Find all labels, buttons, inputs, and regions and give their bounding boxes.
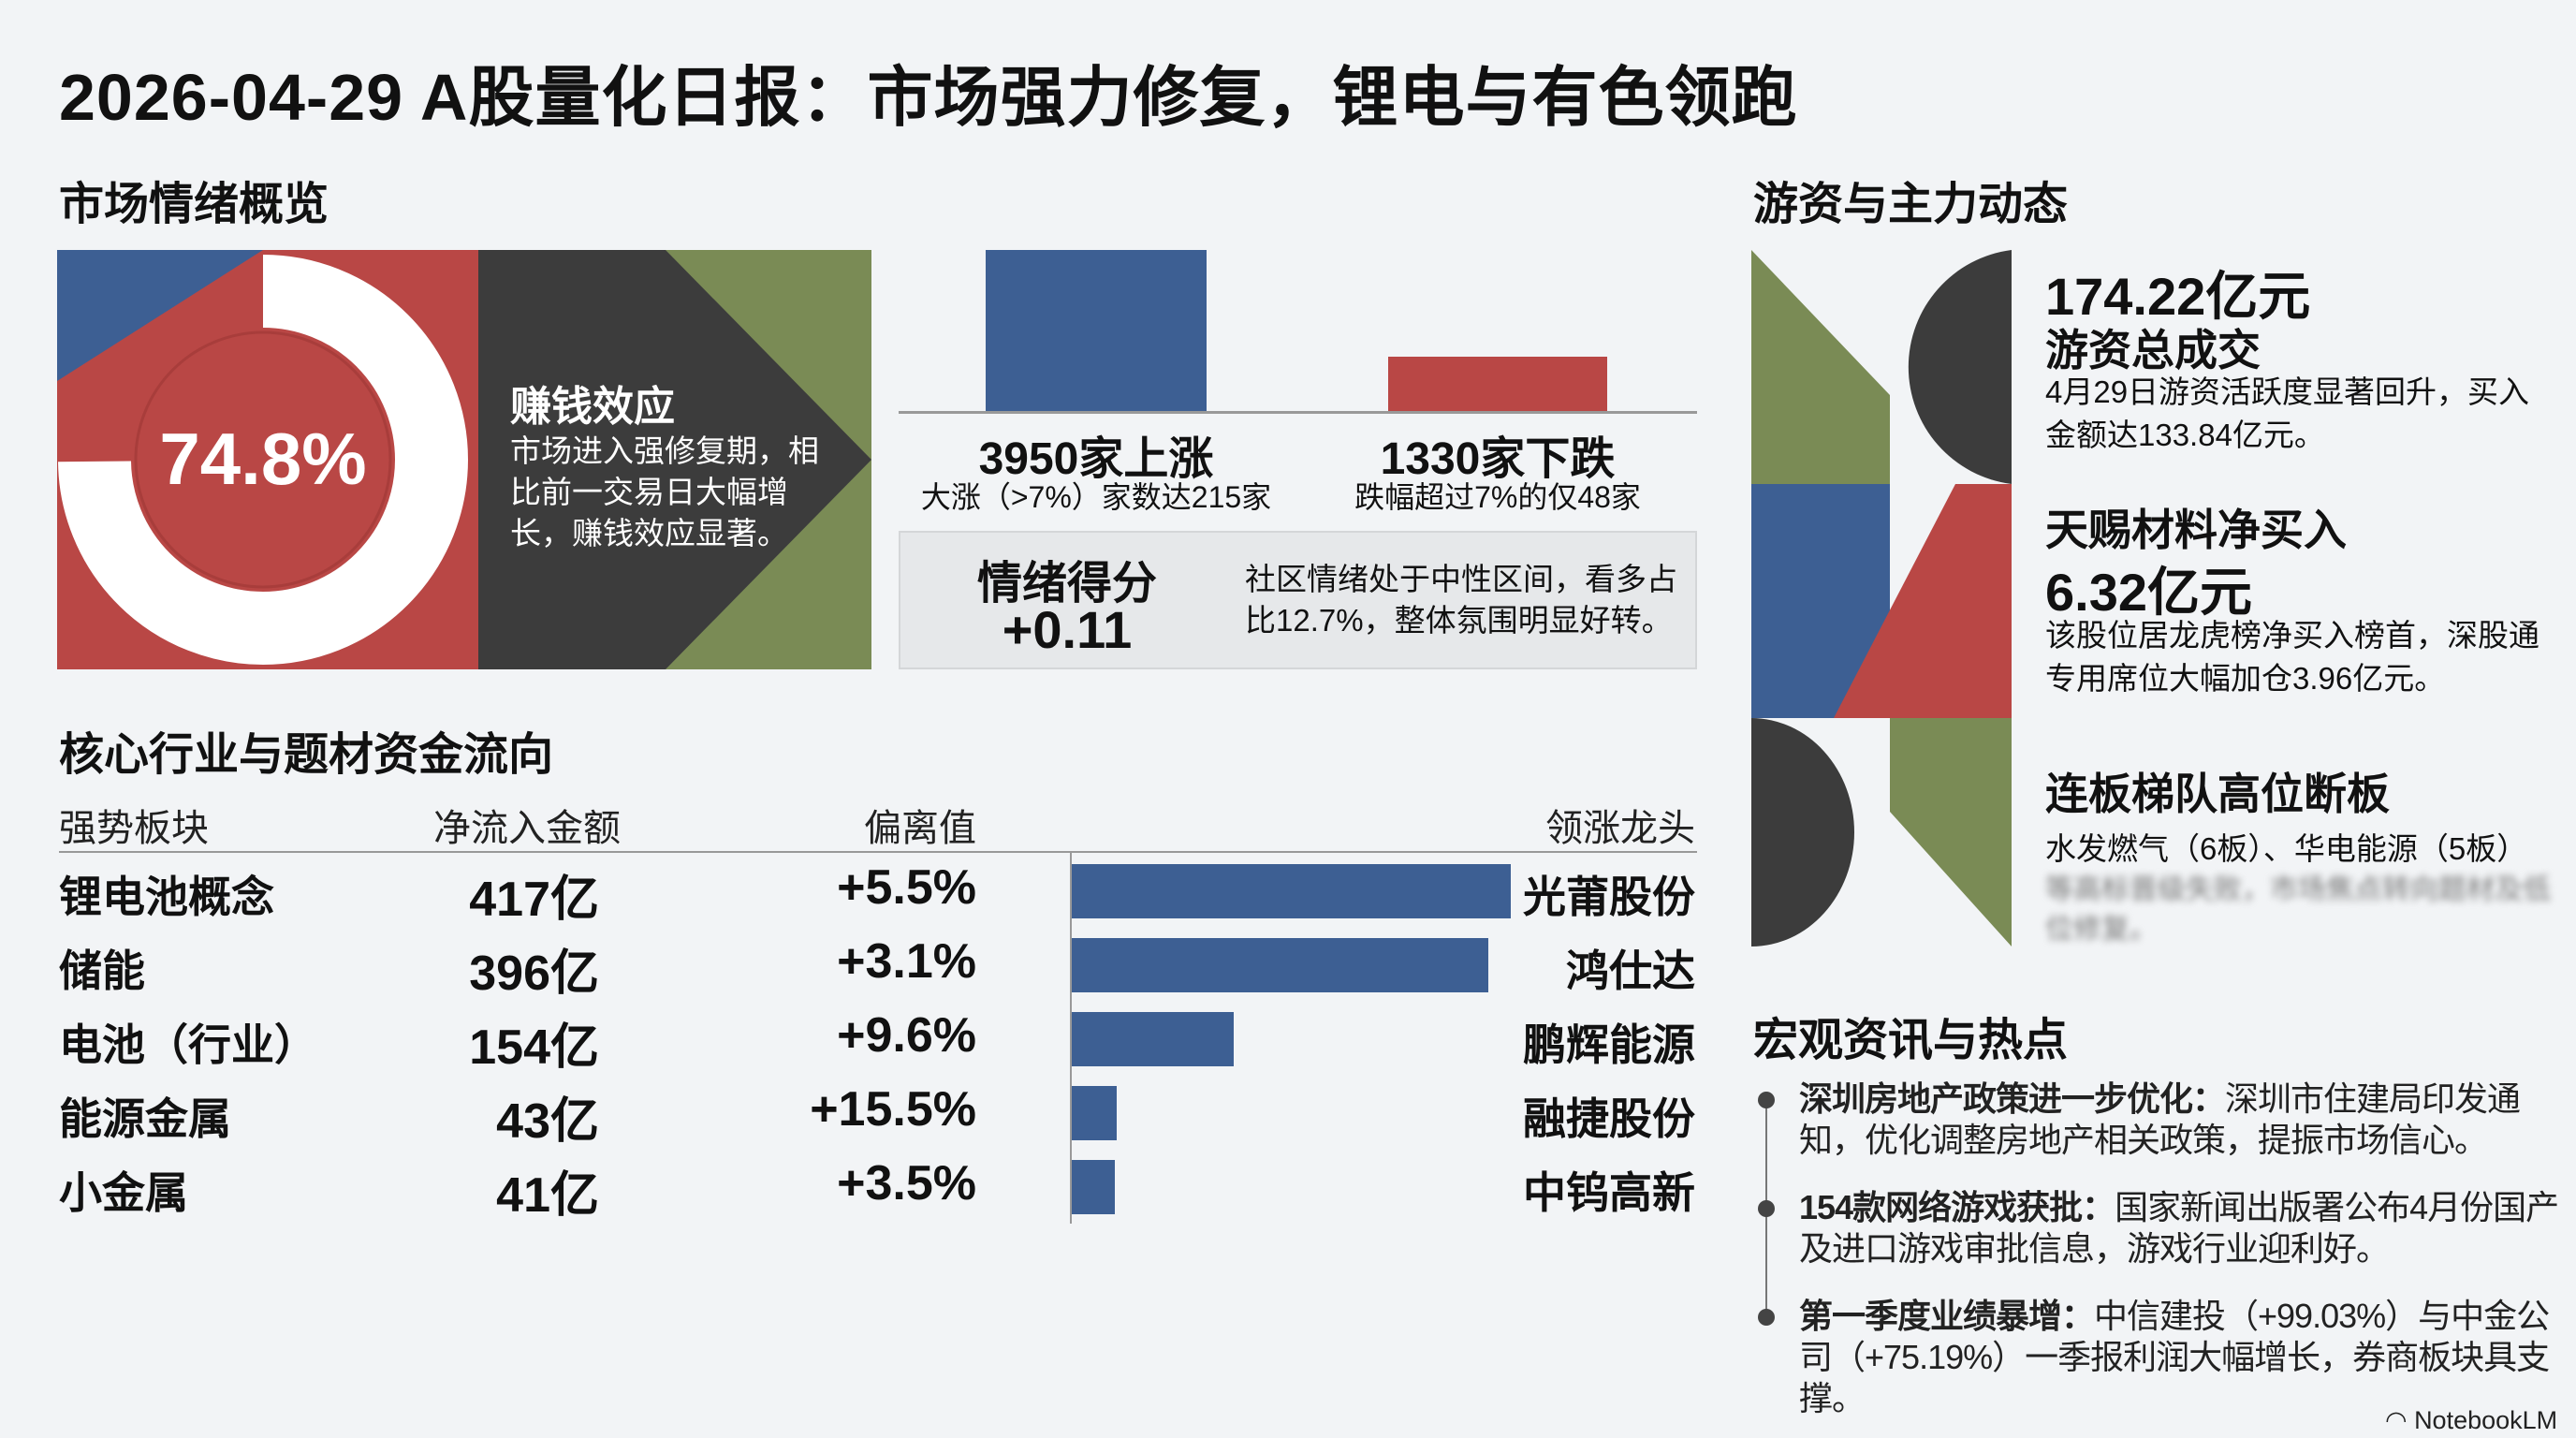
bullet-icon	[1758, 1092, 1775, 1108]
row-leader: 鸿仕达	[1566, 946, 1695, 995]
panel-green-bottom	[666, 460, 871, 669]
tinci-title: 天赐材料净买入	[2045, 506, 2347, 554]
news-headline: 深圳房地产政策进一步优化：	[1799, 1079, 2226, 1118]
panel-blue-corner	[57, 250, 263, 381]
row-inflow-bar	[1072, 1160, 1116, 1214]
panel-green-top	[666, 250, 871, 460]
news-text: 深圳市住建局印发通知，优化调整房地产相关政策，提振市场信心。	[1799, 1079, 2521, 1159]
row-amount: 417亿	[469, 873, 599, 927]
row-amount: 396亿	[469, 946, 599, 1001]
notebooklm-watermark: ◠ NotebookLM	[2385, 1406, 2557, 1434]
bullet-icon	[1758, 1309, 1775, 1326]
news-item: 第一季度业绩暴增：中信建投（+99.03%）与中金公司（+75.19%）一季报利…	[1799, 1296, 2569, 1419]
table-header-rule	[59, 851, 1697, 853]
hot-money-total: 174.22亿元	[2045, 267, 2311, 326]
up-label: 3950家上涨	[978, 434, 1214, 484]
news-text: 国家新闻出版署公布4月份国产及进口游戏审批信息，游戏行业迎利好。	[1799, 1188, 2559, 1268]
bullet-icon	[1758, 1200, 1775, 1217]
up-sub: 大涨（>7%）家数达215家	[920, 480, 1272, 514]
section-heading-hot-money: 游资与主力动态	[1753, 180, 2069, 229]
row-inflow-bar	[1072, 938, 1489, 992]
page-title: 2026-04-29 A股量化日报：市场强力修复，锂电与有色领跑	[59, 61, 1798, 134]
donut-center	[134, 330, 392, 589]
effect-title: 赚钱效应	[510, 384, 675, 430]
col-deviation: 偏离值	[864, 808, 976, 849]
down-label: 1330家下跌	[1380, 434, 1616, 484]
row-deviation: +9.6%	[837, 1008, 976, 1063]
row-deviation: +5.5%	[837, 860, 976, 915]
section-heading-macro: 宏观资讯与热点	[1753, 1016, 2069, 1065]
col-sector: 强势板块	[59, 808, 209, 849]
hot-money-total-title: 游资总成交	[2045, 326, 2261, 374]
row-deviation: +3.1%	[837, 934, 976, 989]
row-sector: 能源金属	[59, 1094, 231, 1143]
row-deviation: +15.5%	[810, 1082, 976, 1137]
row-amount: 41亿	[496, 1168, 599, 1223]
score-value: +0.11	[1002, 600, 1133, 659]
up-count-bar	[986, 250, 1207, 411]
row-amount: 154亿	[469, 1020, 599, 1075]
ladder-text: 水发燃气（6板）、华电能源（5板）	[2045, 831, 2528, 866]
score-text: 社区情绪处于中性区间，看多占比12.7%，整体氛围明显好转。	[1245, 562, 1677, 638]
effect-text: 市场进入强修复期，相比前一交易日大幅增长，赚钱效应显著。	[510, 433, 819, 550]
watermark-text: NotebookLM	[2414, 1406, 2558, 1434]
news-headline: 154款网络游戏获批：	[1799, 1188, 2115, 1226]
row-leader: 鹏辉能源	[1523, 1020, 1695, 1069]
col-amount: 净流入金额	[433, 808, 621, 849]
money-effect-panel	[57, 250, 871, 669]
bar-axis	[1070, 851, 1072, 1224]
sentiment-score-box	[899, 531, 1697, 669]
row-sector: 储能	[59, 946, 145, 995]
col-leader: 领涨龙头	[1545, 808, 1695, 849]
section-heading-sentiment: 市场情绪概览	[59, 180, 329, 229]
news-text: 中信建投（+99.03%）与中金公司（+75.19%）一季报利润大幅增长，券商板…	[1799, 1297, 2550, 1417]
row-sector: 小金属	[59, 1168, 188, 1217]
donut-arc	[58, 255, 468, 665]
news-item: 深圳房地产政策进一步优化：深圳市住建局印发通知，优化调整房地产相关政策，提振市场…	[1799, 1078, 2569, 1161]
row-leader: 中钨高新	[1523, 1168, 1695, 1217]
news-item: 154款网络游戏获批：国家新闻出版署公布4月份国产及进口游戏审批信息，游戏行业迎…	[1799, 1187, 2569, 1269]
score-label: 情绪得分	[976, 559, 1157, 609]
bar-baseline	[899, 411, 1697, 414]
row-sector: 电池（行业）	[59, 1020, 317, 1069]
row-inflow-bar	[1072, 1086, 1118, 1140]
row-inflow-bar	[1072, 1012, 1235, 1066]
donut-value: 74.8%	[159, 418, 367, 500]
row-leader: 光莆股份	[1523, 873, 1695, 921]
ladder-title: 连板梯队高位断板	[2045, 770, 2390, 818]
decorative-geometric-art	[1751, 250, 2012, 946]
notebooklm-logo-icon: ◠	[2385, 1406, 2415, 1434]
ladder-blurred-text: 等高标晋级失败，市场焦点转向题材及低位修复。	[2045, 874, 2551, 945]
tinci-amount: 6.32亿元	[2045, 563, 2252, 622]
hot-money-total-text: 4月29日游资活跃度显著回升，买入金额达133.84亿元。	[2045, 374, 2530, 452]
down-sub: 跌幅超过7%的仅48家	[1354, 480, 1641, 514]
row-amount: 43亿	[496, 1094, 599, 1149]
row-sector: 锂电池概念	[59, 873, 274, 921]
row-deviation: +3.5%	[837, 1156, 976, 1211]
down-count-bar	[1388, 357, 1607, 411]
news-headline: 第一季度业绩暴增：	[1799, 1297, 2095, 1335]
row-inflow-bar	[1072, 864, 1511, 918]
row-leader: 融捷股份	[1523, 1094, 1695, 1143]
tinci-text: 该股位居龙虎榜净买入榜首，深股通专用席位大幅加仓3.96亿元。	[2045, 618, 2539, 696]
section-heading-flows: 核心行业与题材资金流向	[59, 730, 554, 780]
